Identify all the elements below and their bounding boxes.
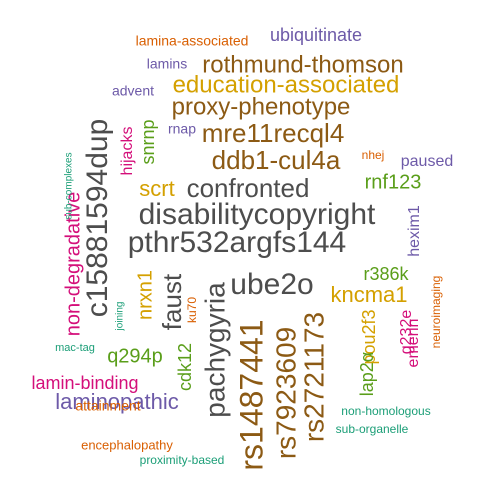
cloud-word: pthr532argfs144 [128, 226, 347, 259]
cloud-word: confronted [187, 173, 310, 203]
cloud-word: pou2f3 [359, 309, 379, 364]
cloud-word: sub-organelle [336, 422, 409, 436]
cloud-word: nrxn1 [134, 270, 156, 320]
cloud-word: laminopathic [55, 389, 179, 414]
cloud-word: lap2α [357, 352, 377, 396]
cloud-word: lamin-binding [31, 373, 138, 393]
cloud-word: joining [115, 302, 126, 332]
cloud-word: scrt [139, 176, 174, 201]
cloud-word: hexim1 [406, 205, 423, 257]
cloud-word: lamins [147, 56, 187, 72]
cloud-word: cdk12 [175, 343, 195, 391]
cloud-word: education-associated [173, 71, 400, 98]
cloud-word: ddb1-cul4a [212, 145, 341, 175]
cloud-word: ku70 [185, 297, 199, 323]
cloud-word: mac-tag [55, 342, 95, 354]
cloud-word: attainment [75, 398, 140, 414]
cloud-word: ube2o [230, 268, 313, 301]
cloud-word: g232e [398, 310, 415, 355]
cloud-word: rs1487441 [233, 319, 269, 470]
cloud-word: nhej [362, 148, 385, 162]
cloud-word: non-degradative [62, 192, 84, 337]
cloud-word: hijacks [119, 127, 136, 176]
cloud-word: pachygyria [199, 282, 230, 418]
cloud-word: proximity-based [140, 453, 225, 467]
cloud-word: snrnp [138, 119, 158, 164]
cloud-word: neuroimaging [429, 276, 443, 349]
cloud-word: advent [112, 83, 154, 99]
cloud-word: rs2721173 [298, 312, 329, 442]
cloud-word: proxy-phenotype [172, 93, 351, 120]
cloud-word: non-homologous [341, 404, 430, 418]
cloud-word: sub-complexes [64, 152, 75, 219]
cloud-word: rnf123 [365, 171, 422, 193]
cloud-word: rnap [168, 121, 196, 137]
cloud-word: lamina-associated [136, 33, 249, 49]
cloud-word: encephalopathy [81, 437, 173, 452]
cloud-word: rothmund-thomson [202, 51, 403, 78]
cloud-word: kncma1 [330, 282, 407, 307]
cloud-word: mre11recql4 [202, 118, 345, 148]
cloud-word: paused [401, 153, 454, 170]
cloud-word: r386k [363, 264, 409, 284]
cloud-word: rs7923609 [270, 327, 301, 459]
cloud-word: q294p [107, 345, 163, 367]
cloud-word: emerin [405, 319, 422, 368]
cloud-word: ubiquitinate [270, 25, 362, 45]
cloud-word: disabilitycopyright [139, 198, 376, 231]
cloud-word: faust [157, 273, 187, 330]
cloud-word: c15881594dup [81, 119, 114, 318]
